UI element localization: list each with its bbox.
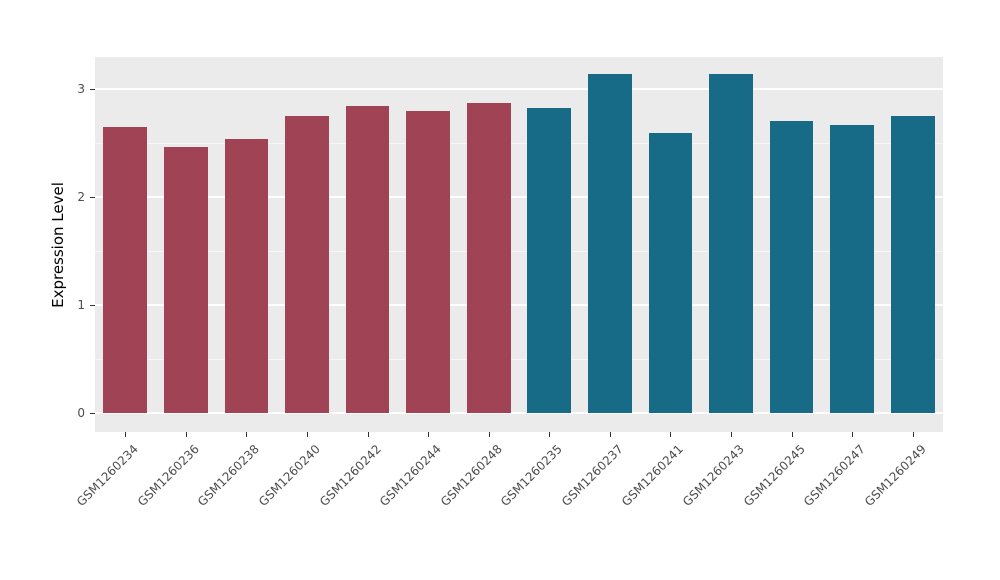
- y-tick-mark: [90, 89, 95, 91]
- x-tick-mark: [488, 432, 490, 437]
- y-tick-mark: [90, 305, 95, 307]
- x-tick-label-GSM1260235: GSM1260235: [498, 442, 566, 509]
- x-tick-label-GSM1260237: GSM1260237: [558, 442, 626, 509]
- bar-GSM1260238: [224, 139, 269, 414]
- x-tick-label-GSM1260247: GSM1260247: [801, 442, 869, 509]
- y-tick-label: 3: [77, 82, 85, 97]
- y-tick-label: 1: [77, 298, 85, 313]
- bar-GSM1260249: [890, 116, 935, 414]
- x-tick-label-GSM1260243: GSM1260243: [679, 442, 747, 509]
- gridline-minor: [95, 251, 943, 253]
- x-tick-mark: [307, 432, 308, 437]
- gridline-major: [95, 412, 943, 415]
- bar-GSM1260234: [103, 127, 148, 414]
- bar-GSM1260243: [709, 74, 753, 414]
- y-tick-label: 0: [77, 406, 85, 421]
- bar-GSM1260248: [466, 103, 511, 414]
- x-tick-label-GSM1260245: GSM1260245: [740, 442, 808, 509]
- x-tick-label-GSM1260249: GSM1260249: [861, 442, 929, 509]
- gridline-minor: [95, 143, 943, 145]
- x-tick-label-GSM1260248: GSM1260248: [437, 442, 505, 509]
- bar-GSM1260241: [648, 132, 693, 414]
- bar-GSM1260237: [588, 74, 632, 414]
- bar-GSM1260244: [406, 110, 450, 414]
- x-tick-label-GSM1260241: GSM1260241: [619, 442, 687, 509]
- y-tick-label: 2: [77, 190, 85, 205]
- x-tick-mark: [428, 432, 430, 437]
- y-tick-mark: [90, 197, 95, 199]
- x-tick-mark: [791, 432, 793, 437]
- bar-GSM1260236: [164, 146, 208, 414]
- x-tick-label-GSM1260240: GSM1260240: [255, 442, 323, 509]
- bar-GSM1260235: [527, 107, 572, 414]
- x-tick-label-GSM1260234: GSM1260234: [74, 442, 142, 509]
- bar-GSM1260247: [830, 124, 874, 414]
- x-tick-mark: [125, 432, 127, 437]
- x-tick-label-GSM1260242: GSM1260242: [316, 442, 384, 509]
- gridline-major: [95, 196, 943, 199]
- gridline-major: [95, 304, 943, 307]
- x-tick-label-GSM1260244: GSM1260244: [377, 442, 445, 509]
- bar-GSM1260245: [769, 120, 814, 414]
- x-tick-mark: [367, 432, 369, 437]
- x-tick-mark: [246, 432, 248, 437]
- bar-GSM1260240: [285, 116, 329, 414]
- plot-panel: [95, 57, 943, 432]
- x-tick-mark: [185, 432, 187, 437]
- x-tick-mark: [549, 432, 551, 437]
- x-tick-mark: [670, 432, 672, 437]
- x-tick-label-GSM1260238: GSM1260238: [195, 442, 263, 509]
- gridline-minor: [95, 359, 943, 361]
- x-tick-mark: [912, 432, 914, 437]
- x-tick-mark: [731, 432, 732, 437]
- x-tick-mark: [852, 432, 854, 437]
- x-tick-label-GSM1260236: GSM1260236: [134, 442, 202, 509]
- x-tick-mark: [609, 432, 611, 437]
- gridline-major: [95, 88, 943, 91]
- bar-GSM1260242: [345, 105, 390, 414]
- y-tick-mark: [90, 413, 95, 415]
